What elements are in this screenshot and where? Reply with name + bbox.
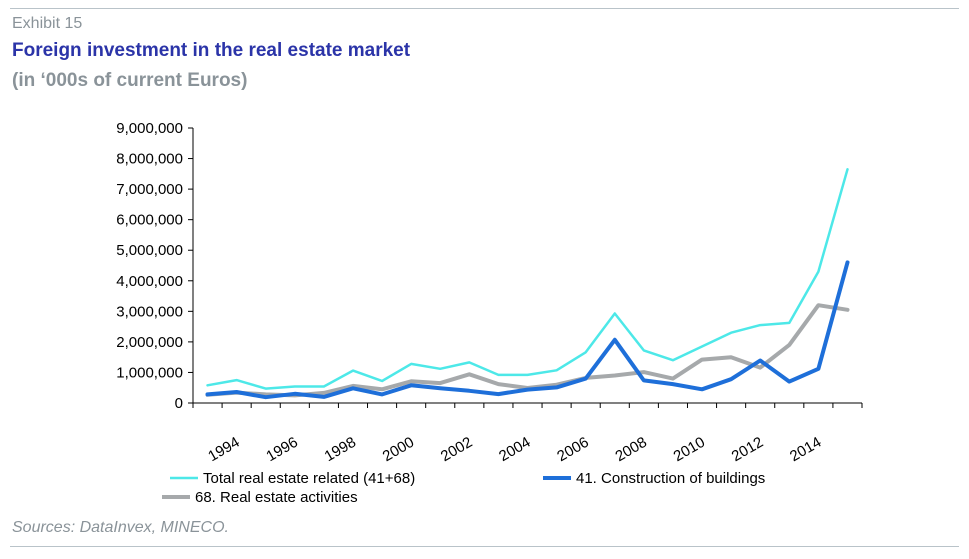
bottom-rule	[10, 546, 959, 547]
x-tick-label: 2008	[612, 434, 649, 465]
exhibit-label: Exhibit 15	[12, 15, 83, 32]
y-tick-label: 6,000,000	[116, 212, 183, 229]
series-line-2	[205, 260, 850, 400]
y-tick-label: 9,000,000	[116, 120, 183, 137]
x-tick-label: 2000	[380, 434, 417, 465]
chart-title: Foreign investment in the real estate ma…	[12, 40, 411, 61]
legend-label-3: 68. Real estate activities	[195, 489, 358, 506]
x-tick-label: 2012	[729, 434, 766, 465]
y-tick-label: 4,000,000	[116, 273, 183, 290]
top-rule	[10, 8, 959, 9]
y-tick-label: 7,000,000	[116, 181, 183, 198]
x-tick-label: 2004	[496, 434, 533, 465]
x-tick-label: 2010	[671, 434, 708, 465]
x-tick-label: 1996	[263, 434, 300, 465]
y-tick-label: 1,000,000	[116, 364, 183, 381]
y-tick-label: 0	[175, 395, 183, 412]
y-tick-label: 5,000,000	[116, 242, 183, 259]
legend-label-1: Total real estate related (41+68)	[203, 470, 415, 487]
x-tick-label: 1998	[322, 434, 359, 465]
y-tick-label: 2,000,000	[116, 334, 183, 351]
chart-subtitle: (in ‘000s of current Euros)	[12, 70, 248, 91]
series-line-1	[206, 168, 849, 390]
y-tick-label: 3,000,000	[116, 303, 183, 320]
x-tick-label: 2014	[787, 434, 824, 465]
legend-label-2: 41. Construction of buildings	[576, 470, 765, 487]
line-chart: 0 1,000,000 2,000,000 3,000,000 4,000,000 5,0…	[116, 120, 863, 506]
series-line-3	[205, 303, 850, 398]
source-note: Sources: DataInvex, MINECO.	[12, 519, 229, 536]
x-tick-label: 1994	[205, 434, 242, 465]
x-tick-label: 2006	[554, 434, 591, 465]
x-tick-label: 2002	[438, 434, 475, 465]
y-tick-label: 8,000,000	[116, 151, 183, 168]
